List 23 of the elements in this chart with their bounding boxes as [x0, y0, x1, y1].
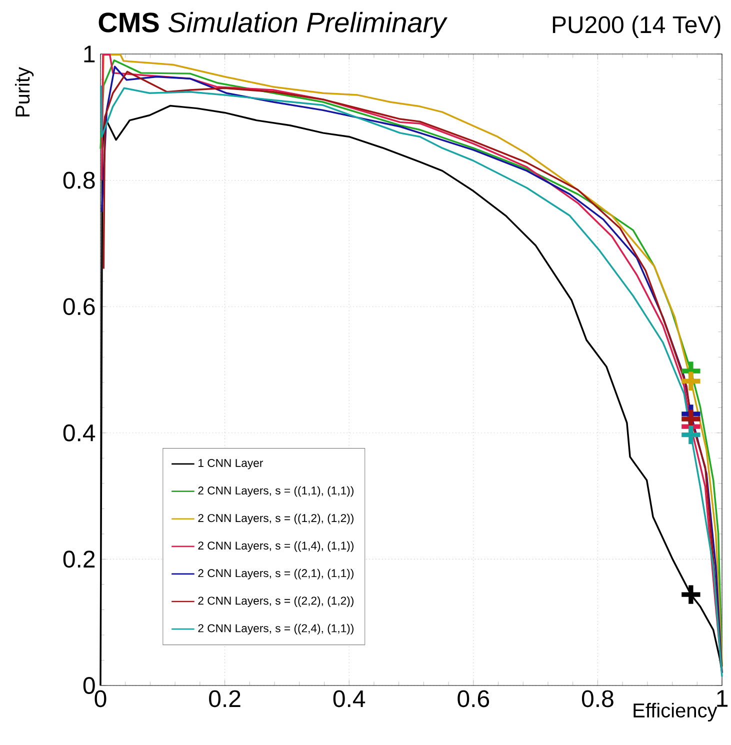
y-tick-label: 0 — [83, 676, 95, 694]
legend-label: 2 CNN Layers, s = ((1,1), (1,1)) — [198, 486, 354, 497]
x-tick-label: 0 — [94, 690, 106, 708]
y-tick-label: 0.2 — [63, 550, 95, 568]
chart-title: CMS Simulation Preliminary — [98, 12, 448, 38]
x-tick-label: 0.6 — [458, 690, 490, 708]
y-tick-label: 1 — [84, 46, 95, 62]
legend-label: 2 CNN Layers, s = ((2,2), (1,2)) — [198, 596, 354, 607]
x-tick-label: 0.4 — [333, 690, 366, 708]
legend-label: 2 CNN Layers, s = ((1,2), (1,2)) — [198, 514, 354, 524]
x-tick-label: 0.2 — [209, 690, 240, 708]
x-axis-title: Efficiency — [634, 702, 718, 722]
legend-label: 2 CNN Layers, s = ((1,4), (1,1)) — [198, 541, 354, 552]
y-tick-label: 0.8 — [63, 172, 95, 189]
y-tick-label: 0.6 — [63, 298, 95, 316]
legend-label: 1 CNN Layer — [198, 458, 263, 470]
legend-label: 2 CNN Layers, s = ((2,4), (1,1)) — [198, 624, 354, 634]
x-tick-label: 0.8 — [582, 690, 614, 708]
x-tick-label: 1 — [717, 690, 728, 707]
y-tick-label: 0.4 — [63, 424, 96, 442]
chart-subtitle: PU200 (14 TeV) — [552, 16, 720, 38]
legend-label: 2 CNN Layers, s = ((2,1), (1,1)) — [198, 568, 354, 580]
y-axis-title: Purity — [14, 66, 34, 116]
